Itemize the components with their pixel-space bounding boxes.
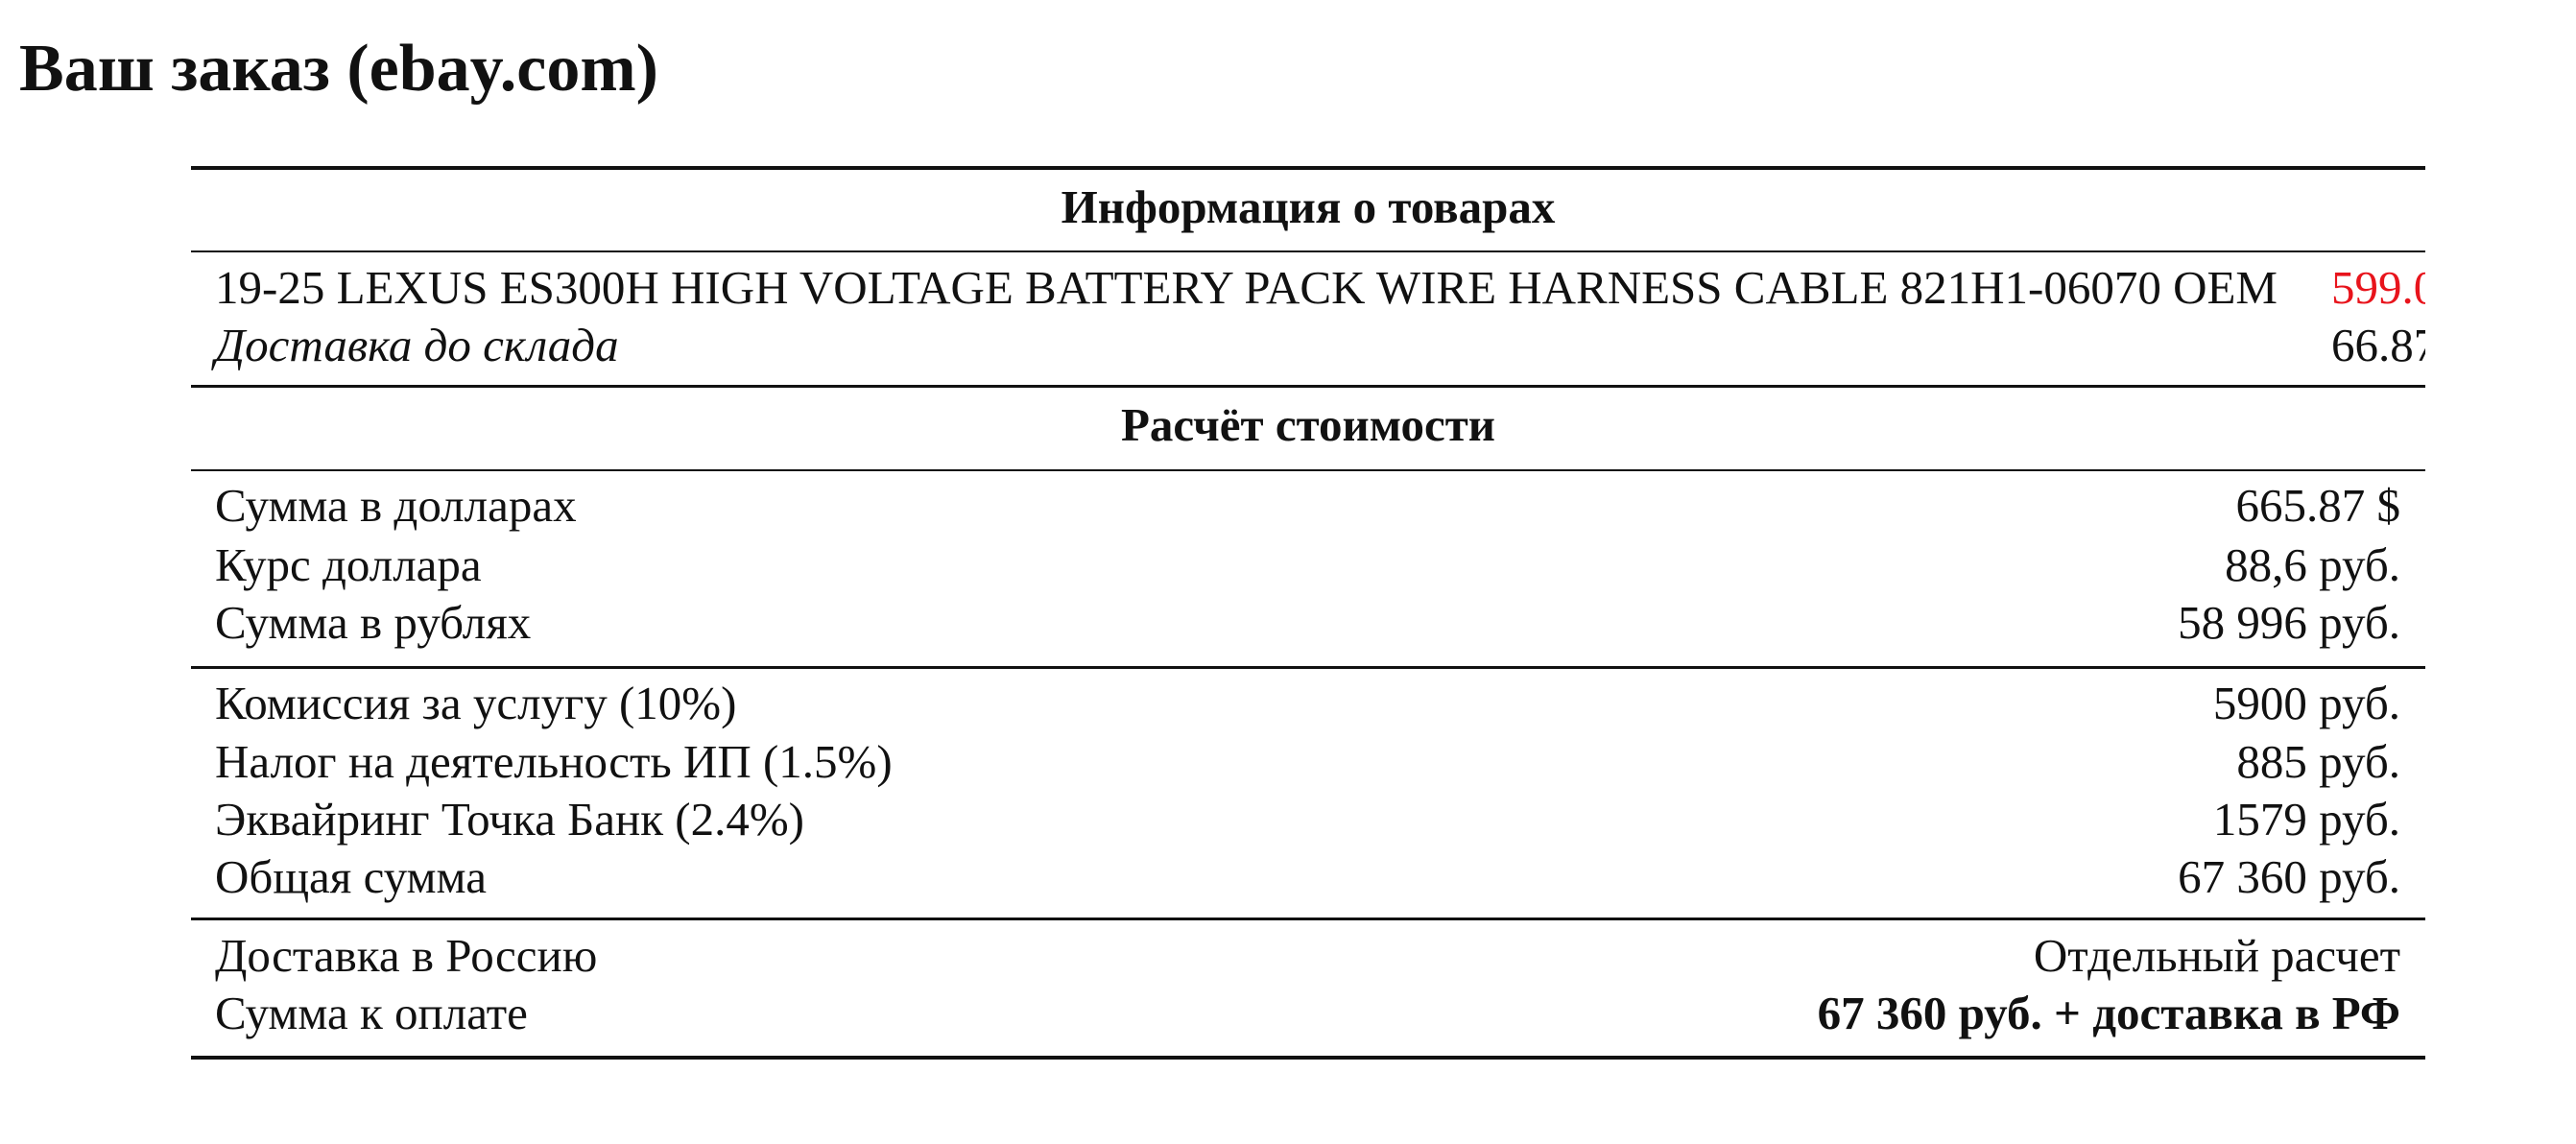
rule [191, 250, 2425, 252]
row-label: Сумма в рублях [215, 596, 532, 649]
row-value: Отдельный расчет [2033, 929, 2400, 982]
section-heading: Расчёт стоимости [1120, 398, 1496, 451]
rule [191, 918, 2425, 920]
item-price: 599.00 [2331, 261, 2425, 314]
row-label: Эквайринг Точка Банк (2.4%) [215, 793, 804, 846]
row-label: Сумма в долларах [215, 479, 577, 532]
row-label: Налог на деятельность ИП (1.5%) [215, 735, 893, 788]
row-value: 1579 руб. [2212, 793, 2400, 846]
row-value: 58 996 руб. [2178, 596, 2400, 649]
rule [191, 666, 2425, 669]
section-heading: Информация о товарах [1061, 180, 1556, 233]
item-name: Доставка до склада [215, 319, 619, 371]
row-value: 5900 руб. [2212, 677, 2400, 729]
page-title: Ваш заказ (ebay.com) [19, 32, 658, 106]
rule [191, 166, 2425, 170]
row-label: Доставка в Россию [215, 929, 598, 982]
row-label: Курс доллара [215, 538, 482, 591]
rule [191, 385, 2425, 388]
item-price: 66.87 [2331, 319, 2425, 371]
item-name: 19-25 LEXUS ES300H HIGH VOLTAGE BATTERY … [215, 261, 2278, 314]
items: 19-25 LEXUS ES300H HIGH VOLTAGE BATTERY … [191, 251, 2425, 386]
row-label: Сумма к оплате [215, 987, 528, 1039]
rule [191, 469, 2425, 471]
row-value: 665.87 $ [2235, 479, 2401, 532]
row-label: Комиссия за услугу (10%) [215, 677, 737, 729]
row-label: Общая сумма [215, 850, 487, 903]
row-value: 885 руб. [2236, 735, 2400, 788]
row-value: 88,6 руб. [2225, 538, 2400, 591]
row-value: 67 360 руб. [2178, 850, 2400, 903]
row-value: 67 360 руб. + доставка в РФ [1817, 987, 2400, 1039]
rule [191, 1056, 2425, 1060]
